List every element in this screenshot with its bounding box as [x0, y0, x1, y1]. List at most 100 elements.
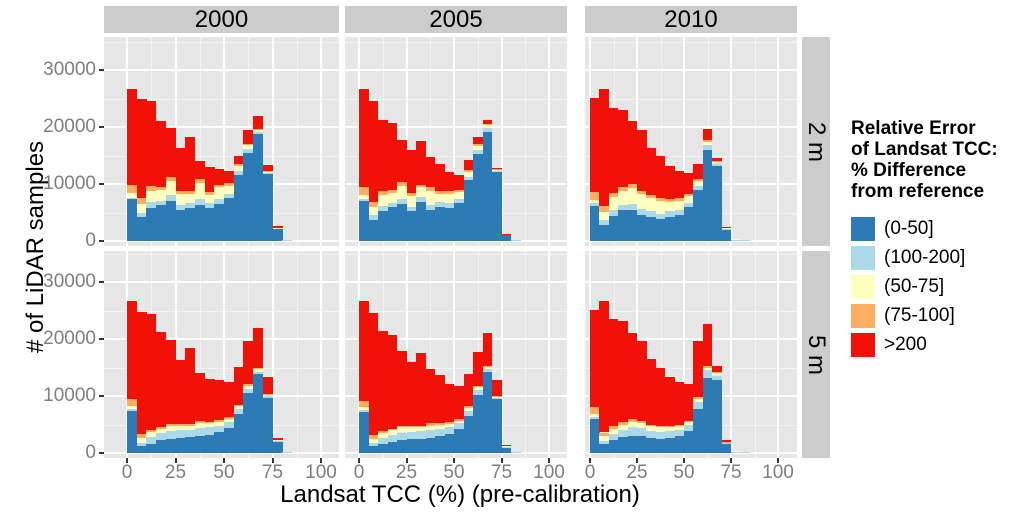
bar-segment: [444, 193, 455, 204]
bar-segment: [599, 301, 610, 433]
bar-segment: [136, 203, 147, 213]
bar-segment: [359, 187, 369, 196]
bar-segment: [618, 109, 628, 187]
y-tick-mark: [99, 395, 104, 397]
bar-segment: [492, 169, 502, 171]
gridline-y-minor: [345, 367, 567, 369]
bar-segment: [204, 421, 215, 424]
bar-segment: [425, 210, 436, 241]
bar-segment: [627, 435, 638, 453]
bar-segment: [378, 438, 388, 445]
bar-segment: [224, 427, 234, 453]
legend: (0-50] (100-200] (50-75] (75-100] >200: [851, 217, 965, 362]
bar-segment: [204, 192, 215, 195]
bar-segment: [646, 438, 657, 453]
gridline-y-major: [585, 240, 797, 242]
gridline-x-major: [223, 251, 225, 458]
bar-segment: [492, 396, 502, 397]
bar-segment: [136, 442, 147, 446]
bar-segment: [224, 193, 234, 199]
bar-segment: [175, 148, 186, 191]
y-tick-label: 20000: [43, 116, 96, 137]
bar-segment: [435, 374, 445, 424]
bar-segment: [165, 423, 176, 426]
gridline-y-major: [585, 281, 797, 283]
bar-segment: [425, 186, 436, 191]
bar-segment: [425, 423, 436, 426]
bar-segment: [185, 203, 196, 208]
bar-segment: [721, 227, 732, 229]
bar-segment: [674, 426, 685, 430]
x-axis-title: Landsat TCC (%) (pre-calibration): [280, 481, 640, 508]
bar-segment: [454, 418, 464, 421]
y-tick-mark: [99, 69, 104, 71]
bar-segment: [712, 163, 722, 166]
bar-segment: [454, 429, 464, 453]
gridline-y-minor: [345, 98, 567, 100]
bar-segment: [655, 425, 666, 428]
bar-segment: [637, 209, 647, 215]
x-tick-label: 50: [443, 462, 465, 483]
bar-segment: [146, 443, 157, 453]
legend-item-label: (100-200]: [884, 247, 966, 268]
bar-segment: [165, 195, 176, 202]
bar-segment: [146, 101, 157, 187]
bar-segment: [454, 202, 464, 241]
x-tick-label: 50: [673, 462, 695, 483]
bar-segment: [702, 129, 713, 141]
bar-segment: [262, 173, 273, 241]
bar-segment: [233, 366, 244, 405]
bar-segment: [665, 211, 675, 217]
bar-segment: [165, 340, 176, 424]
bar-segment: [146, 313, 157, 430]
bar-segment: [627, 188, 638, 204]
x-tick-mark: [358, 458, 360, 463]
bar-segment: [233, 171, 244, 176]
bar-segment: [637, 427, 647, 436]
bar-segment: [127, 184, 137, 194]
bar-segment: [359, 400, 369, 408]
bar-segment: [618, 204, 628, 211]
bar-segment: [599, 444, 610, 453]
bar-segment: [702, 141, 713, 146]
gridline-y-minor: [104, 155, 339, 157]
legend-item-label: (50-75]: [884, 276, 945, 297]
bar-segment: [397, 440, 407, 453]
bar-segment: [165, 425, 176, 431]
bar-segment: [272, 225, 283, 228]
bar-segment: [224, 183, 234, 187]
bar-segment: [463, 172, 474, 177]
bar-segment: [165, 181, 176, 196]
bar-segment: [378, 190, 388, 195]
bar-segment: [359, 410, 369, 412]
bar-segment: [712, 380, 722, 453]
bar-segment: [359, 407, 369, 411]
bar-segment: [214, 380, 225, 420]
bar-segment: [627, 419, 638, 422]
bar-segment: [262, 394, 273, 395]
bar-segment: [175, 193, 186, 206]
legend-item: (100-200]: [851, 246, 965, 270]
bar-segment: [224, 418, 234, 423]
bar-segment: [627, 332, 638, 420]
legend-item-label: (75-100]: [884, 305, 955, 326]
bar-segment: [127, 406, 137, 410]
bar-segment: [214, 432, 225, 453]
bar-segment: [693, 402, 704, 409]
bar-segment: [378, 119, 388, 191]
panel-2000-5m: [104, 251, 339, 458]
x-tick-mark: [777, 458, 779, 463]
bar-segment: [214, 184, 225, 188]
bar-segment: [473, 146, 483, 150]
gridline-y-major: [345, 69, 567, 71]
bar-segment: [127, 197, 137, 200]
bar-segment: [608, 209, 619, 216]
bar-segment: [627, 184, 638, 188]
bar-segment: [204, 207, 215, 241]
bar-segment: [684, 384, 694, 421]
bar-segment: [136, 99, 147, 199]
x-tick-label: 25: [395, 462, 418, 483]
bar-segment: [425, 438, 436, 453]
bar-segment: [175, 359, 186, 424]
